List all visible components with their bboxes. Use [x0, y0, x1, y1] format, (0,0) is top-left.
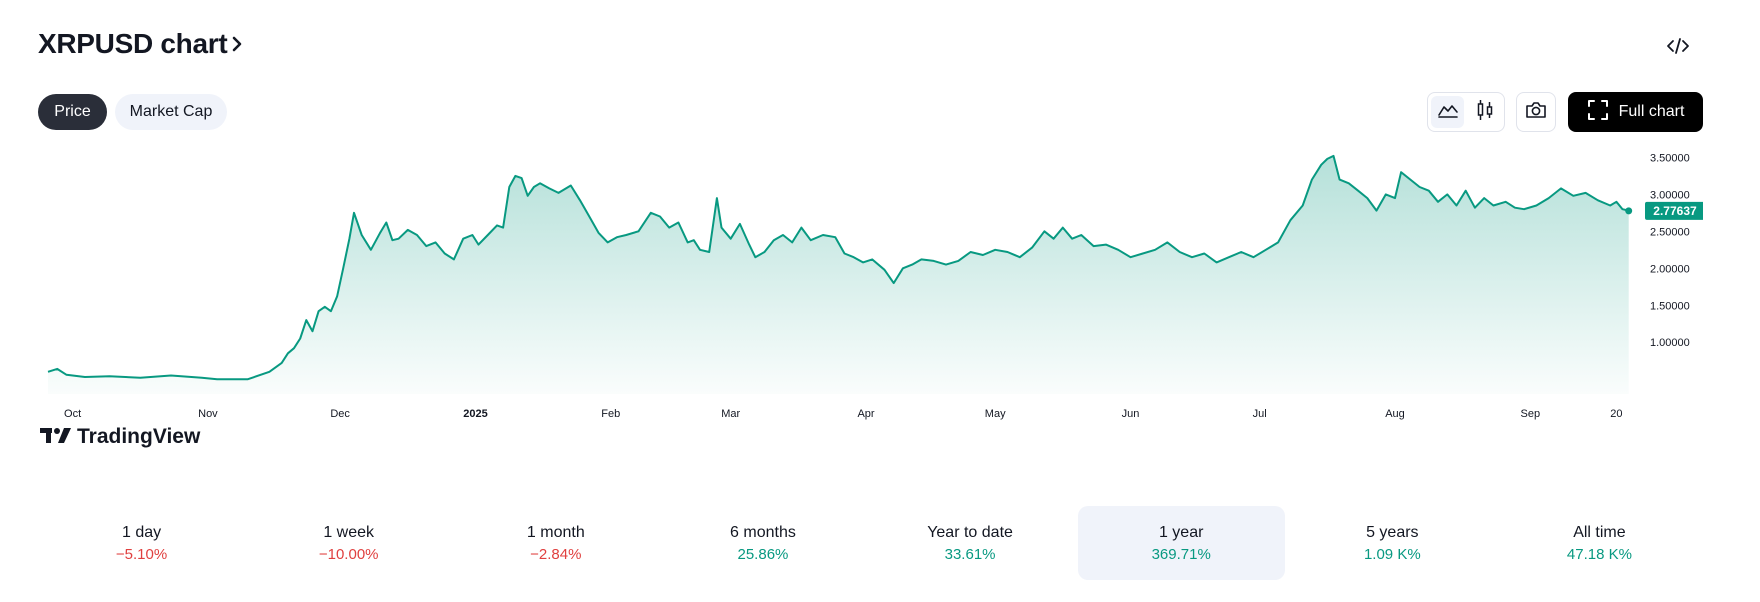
period-year-to-date[interactable]: Year to date 33.61%: [867, 506, 1074, 580]
y-tick-label: 3.50000: [1650, 152, 1690, 164]
period-change-value: −10.00%: [318, 545, 379, 563]
price-line: [47, 154, 1629, 381]
y-tick-label: 2.50000: [1650, 226, 1690, 238]
area-chart-icon: [1437, 101, 1459, 124]
area-fill: [48, 155, 1629, 394]
period-label: All time: [1573, 523, 1626, 541]
tab-market-cap[interactable]: Market Cap: [115, 94, 227, 130]
x-tick-label: May: [985, 408, 1006, 420]
period-change-value: −2.84%: [530, 545, 582, 563]
x-tick-label: Apr: [857, 408, 874, 420]
tab-price[interactable]: Price: [38, 94, 107, 130]
x-tick-label: Oct: [64, 408, 81, 420]
period-change-value: −5.10%: [115, 545, 168, 563]
price-chart[interactable]: 3.50000 3.00000 2.50000 2.00000 1.50000 1.000…: [38, 150, 1703, 475]
x-tick-label: Jul: [1253, 408, 1267, 420]
snapshot-button[interactable]: [1516, 92, 1556, 132]
candlestick-chart-button[interactable]: [1468, 96, 1501, 128]
page-title: XRPUSD chart: [38, 28, 228, 59]
period-label: 1 month: [526, 523, 585, 541]
x-tick-label: Jun: [1122, 408, 1140, 420]
tradingview-logo-icon: [40, 428, 71, 443]
x-tick-label: 2025: [463, 408, 487, 420]
watermark-text: TradingView: [77, 425, 201, 448]
y-tick-label: 3.00000: [1650, 189, 1690, 201]
period-label: 5 years: [1366, 523, 1419, 541]
chevron-right-icon: [231, 35, 243, 58]
period-change-value: 47.18 K%: [1566, 545, 1632, 563]
x-tick-label: Nov: [198, 408, 218, 420]
chart-type-toggle: [1427, 92, 1505, 132]
x-tick-label: Aug: [1385, 408, 1405, 420]
period-label: 1 day: [121, 523, 162, 541]
chart-title-link[interactable]: XRPUSD chart: [38, 28, 243, 60]
x-tick-label: Feb: [601, 408, 620, 420]
x-tick-label: 20: [1610, 408, 1622, 420]
full-chart-label: Full chart: [1618, 103, 1685, 120]
period-performance-row: 1 day −5.10% 1 week −10.00% 1 month −2.84% 6 m…: [38, 506, 1703, 580]
fullscreen-icon: [1587, 99, 1609, 126]
period-label: 1 week: [323, 523, 375, 541]
last-value-label: 2.77637: [1653, 204, 1697, 218]
camera-icon: [1524, 100, 1548, 125]
period-6-months[interactable]: 6 months 25.86%: [659, 506, 866, 580]
period-1-week[interactable]: 1 week −10.00%: [245, 506, 452, 580]
y-tick-label: 1.00000: [1650, 337, 1690, 349]
period-label: 1 year: [1158, 523, 1204, 541]
last-point-marker: [1625, 207, 1633, 215]
last-value-badge: 2.77637: [1645, 201, 1703, 220]
full-chart-button[interactable]: Full chart: [1568, 92, 1703, 132]
candlestick-icon: [1476, 99, 1494, 126]
x-tick-label: Dec: [330, 408, 350, 420]
y-tick-label: 2.00000: [1650, 263, 1690, 275]
period-1-month[interactable]: 1 month −2.84%: [452, 506, 659, 580]
code-icon: [1666, 36, 1690, 61]
period-change-value: 369.71%: [1151, 545, 1211, 563]
x-tick-label: Sep: [1521, 408, 1541, 420]
embed-code-button[interactable]: [1660, 30, 1696, 66]
period-label: 6 months: [730, 523, 796, 541]
period-all-time[interactable]: All time 47.18 K%: [1496, 506, 1703, 580]
period-change-value: 33.61%: [944, 545, 996, 563]
period-1-day[interactable]: 1 day −5.10%: [38, 506, 245, 580]
period-change-value: 25.86%: [737, 545, 789, 563]
x-tick-label: Mar: [721, 408, 740, 420]
period-1-year[interactable]: 1 year 369.71%: [1077, 506, 1285, 580]
tradingview-watermark: TradingView: [40, 425, 201, 448]
period-label: Year to date: [927, 523, 1013, 541]
area-chart-button[interactable]: [1431, 96, 1464, 128]
period-change-value: 1.09 K%: [1363, 545, 1421, 563]
y-tick-label: 1.50000: [1650, 300, 1690, 312]
period-5-years[interactable]: 5 years 1.09 K%: [1289, 506, 1496, 580]
